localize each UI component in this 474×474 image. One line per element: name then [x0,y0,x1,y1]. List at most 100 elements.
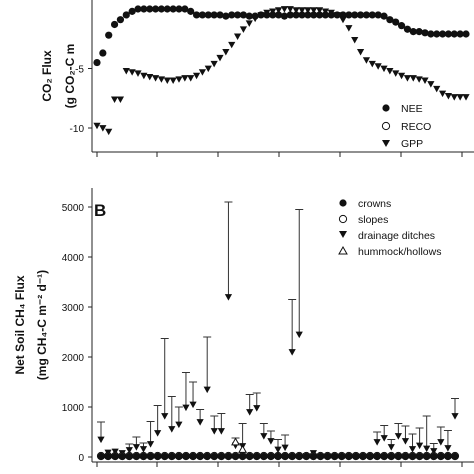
nee-point [433,30,441,38]
panel-a-y-ticks: -5 -10 [70,65,92,135]
nee-point [292,11,300,19]
nee-point [345,11,353,19]
gpp-point [292,7,300,14]
legend-nee-marker [382,104,390,112]
panel-b-y-tick-label: 0 [78,453,84,464]
nee-point [286,11,294,19]
nee-point [392,18,400,26]
drainage-ditches-point [380,435,388,442]
nee-point [351,11,359,19]
panel-b: B 0 1000 2000 3000 4000 5000 Net Soil CH₄ Flu… [13,188,474,467]
drainage-ditches-point [154,430,162,437]
crowns-point [168,452,176,461]
crowns-point [253,452,261,461]
crowns-point [175,452,183,461]
drainage-ditches-point [401,438,410,445]
panel-a-x-ticks [96,152,463,157]
crowns-point [260,452,268,461]
gpp-point [151,75,160,82]
drainage-ditches-point [423,445,431,453]
drainage-ditches-point [444,445,452,452]
nee-point [421,29,429,37]
hummock-hollows-point [238,444,248,453]
drainage-ditches-point [196,419,204,426]
panel-b-y-label-line-1: Net Soil CH₄ Flux [13,275,27,374]
nee-point [298,11,306,19]
gpp-point [368,60,376,68]
nee-point [462,30,470,38]
crowns-point [182,452,190,461]
panel-a-legend: NEE RECO GPP [381,103,431,150]
gpp-point [222,48,230,56]
panel-b-data-marks [96,201,460,461]
gpp-point [269,8,277,15]
crowns-point [246,452,254,461]
crowns-point [444,452,452,461]
nee-point [222,12,230,20]
nee-point [181,5,189,13]
gpp-point [134,70,142,77]
nee-point [140,5,148,13]
gpp-point [286,6,294,13]
legend-nee-label: NEE [401,103,423,115]
gpp-point [105,128,113,136]
crowns-point [189,452,197,461]
nee-point [304,11,312,19]
crowns-point [118,452,126,461]
gpp-point [216,54,224,62]
gpp-point [380,65,388,73]
gpp-point [333,12,341,19]
drainage-ditches-point [224,294,233,301]
crowns-point [309,452,317,461]
gpp-point [228,41,236,49]
crowns-point [331,452,339,461]
nee-point [169,5,177,13]
gpp-point [310,7,318,14]
crowns-point [302,452,310,461]
gpp-point [245,20,253,27]
drainage-ditches-point [125,447,133,454]
gpp-point [169,77,177,84]
crowns-point [373,452,381,461]
drainage-ditches-point [394,433,402,440]
panel-b-y-tick-label: 5000 [62,203,85,214]
crowns-point [437,452,445,461]
legend-slopes-label: slopes [358,214,388,226]
legend-slopes-marker [338,214,348,224]
drainage-ditches-point [203,386,211,394]
drainage-ditches-point [111,448,119,456]
crowns-point [217,452,225,461]
crowns-point [323,452,332,461]
nee-point [374,11,382,19]
nee-point [415,28,423,36]
legend-crowns-label: crowns [358,198,391,210]
nee-point [134,5,142,13]
nee-point [386,16,394,24]
drainage-ditches-point [189,401,197,409]
crowns-point [97,452,105,461]
panel-a-data-marks [93,5,470,136]
crowns-point [352,452,360,461]
panel-b-x-ticks [96,462,463,467]
gpp-point [321,8,330,15]
gpp-point [315,7,324,14]
panel-b-y-tick-label: 4000 [62,253,85,264]
crowns-point [408,452,417,461]
nee-point [122,11,130,19]
crowns-point [430,452,438,461]
gpp-point [392,70,400,77]
nee-point [362,11,371,19]
nee-point [105,31,113,39]
crowns-point [288,452,296,461]
legend-hummock-hollows-marker [338,245,348,255]
gpp-point [456,94,464,101]
nee-point [380,12,388,20]
drainage-ditches-point [168,426,176,433]
gpp-point [409,75,417,82]
gpp-point [351,37,359,44]
drainage-ditches-point [132,444,140,451]
gpp-point [99,125,107,132]
nee-point [93,58,101,67]
legend-reco-label: RECO [401,121,431,133]
